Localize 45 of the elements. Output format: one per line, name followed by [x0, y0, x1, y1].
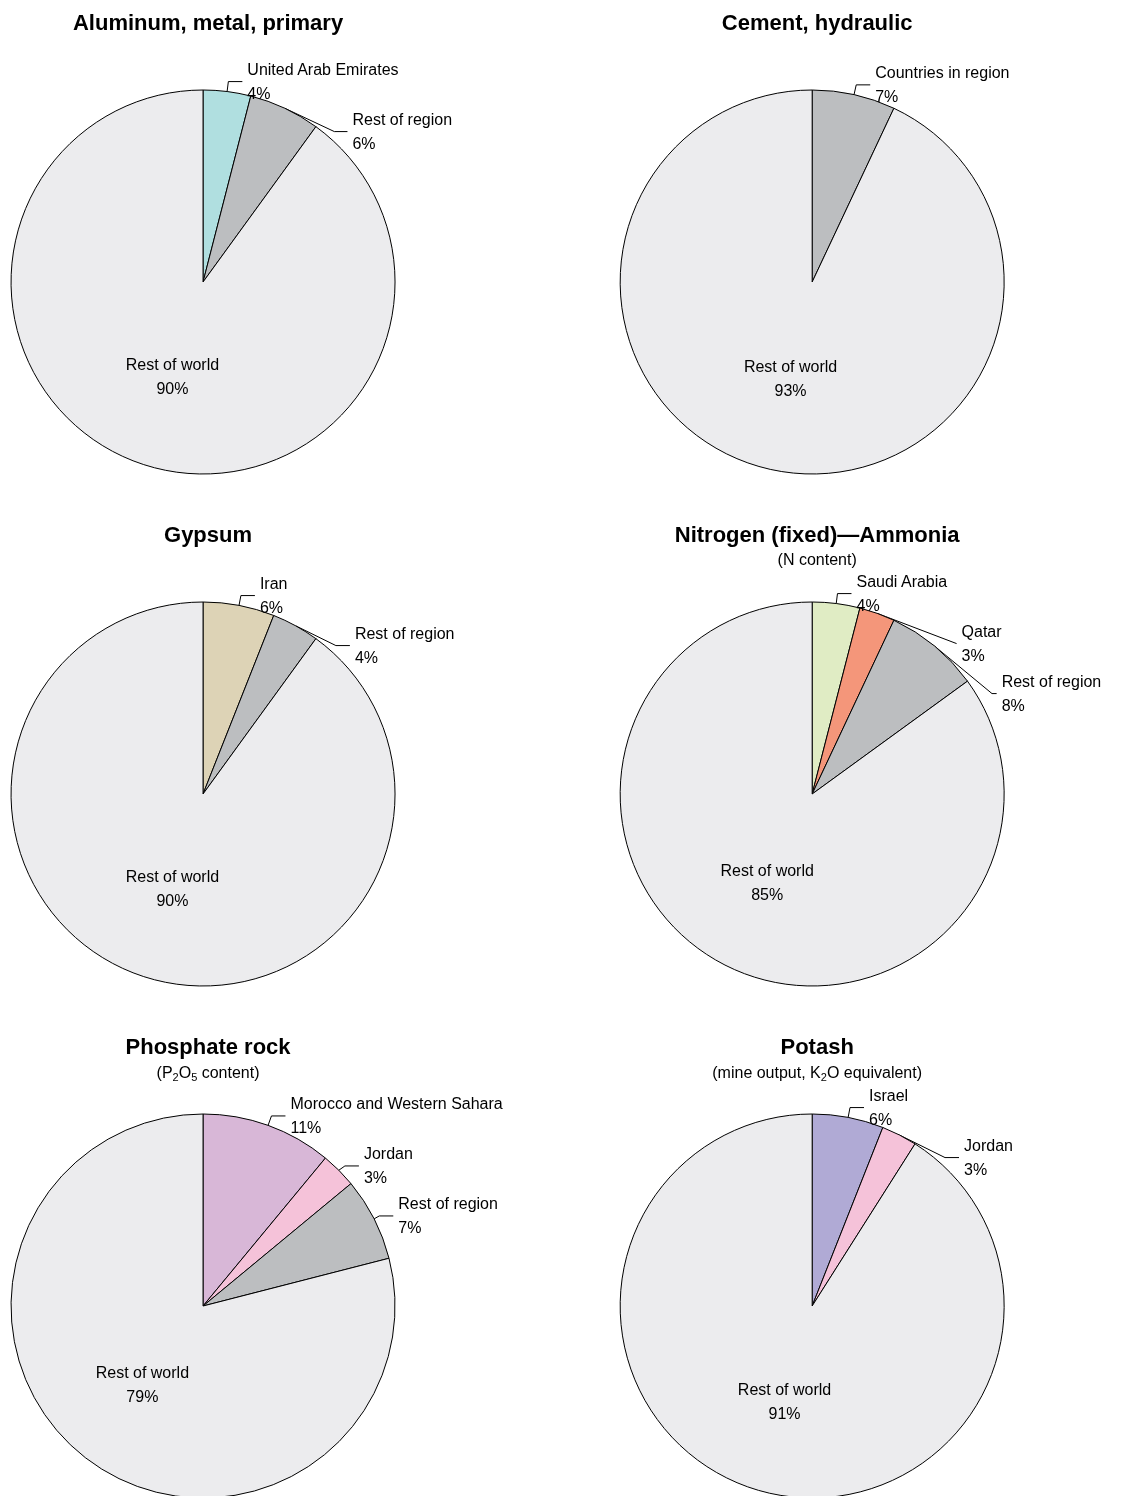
data-label: 3% — [363, 1169, 388, 1187]
slice-label: Jordan — [363, 1145, 413, 1163]
data-label: 85% — [751, 885, 784, 903]
data-label: 3% — [964, 1161, 988, 1179]
data-label: 93% — [774, 382, 807, 400]
slice-label: Saudi Arabia — [856, 573, 948, 591]
slice-label: Rest of region — [354, 625, 455, 643]
slice-label: Rest of region — [352, 111, 453, 129]
data-label: 6% — [869, 1111, 893, 1129]
slice-label: Rest of region — [1001, 673, 1102, 691]
data-label: 7% — [875, 88, 899, 106]
data-label: 6% — [259, 599, 284, 617]
slice-label: Rest of world — [737, 1380, 832, 1398]
data-label: 90% — [156, 891, 189, 909]
data-label: 4% — [856, 597, 880, 615]
slice-label: Rest of world — [720, 861, 814, 879]
slice-label: United Arab Emirates — [247, 61, 399, 79]
slice-label: Rest of region — [398, 1195, 498, 1213]
slice-label: Jordan — [964, 1137, 1013, 1155]
chart-title: Potash — [780, 1033, 854, 1059]
slice-label: Morocco and Western Sahara — [290, 1095, 503, 1113]
slice-label: Rest of world — [125, 355, 220, 373]
slice-label: Qatar — [961, 623, 1003, 641]
data-label: 8% — [1001, 697, 1025, 715]
chart-title: Aluminum, metal, primary — [72, 9, 344, 35]
data-label: 4% — [354, 649, 379, 667]
data-label: 7% — [398, 1219, 422, 1237]
data-label: 3% — [961, 647, 985, 665]
chart-title: Nitrogen (fixed)—Ammonia — [674, 521, 961, 547]
data-label: 79% — [126, 1387, 159, 1405]
chart-title: Gypsum — [164, 521, 253, 547]
slice-label: Rest of world — [743, 358, 838, 376]
data-label: 91% — [768, 1404, 801, 1422]
data-label: 11% — [290, 1119, 322, 1137]
slice-label: Rest of world — [125, 867, 220, 885]
slice-label: Israel — [869, 1087, 909, 1105]
chart-title: Cement, hydraulic — [721, 9, 913, 35]
data-label: 90% — [156, 379, 189, 397]
slice-label: Rest of world — [95, 1363, 190, 1381]
chart-title: Phosphate rock — [125, 1033, 292, 1059]
data-label: 6% — [352, 135, 376, 153]
chart-subtitle: (N content) — [777, 550, 857, 568]
slice-label: Countries in region — [875, 64, 1010, 82]
data-label: 4% — [247, 85, 271, 103]
slice-label: Iran — [259, 575, 288, 593]
